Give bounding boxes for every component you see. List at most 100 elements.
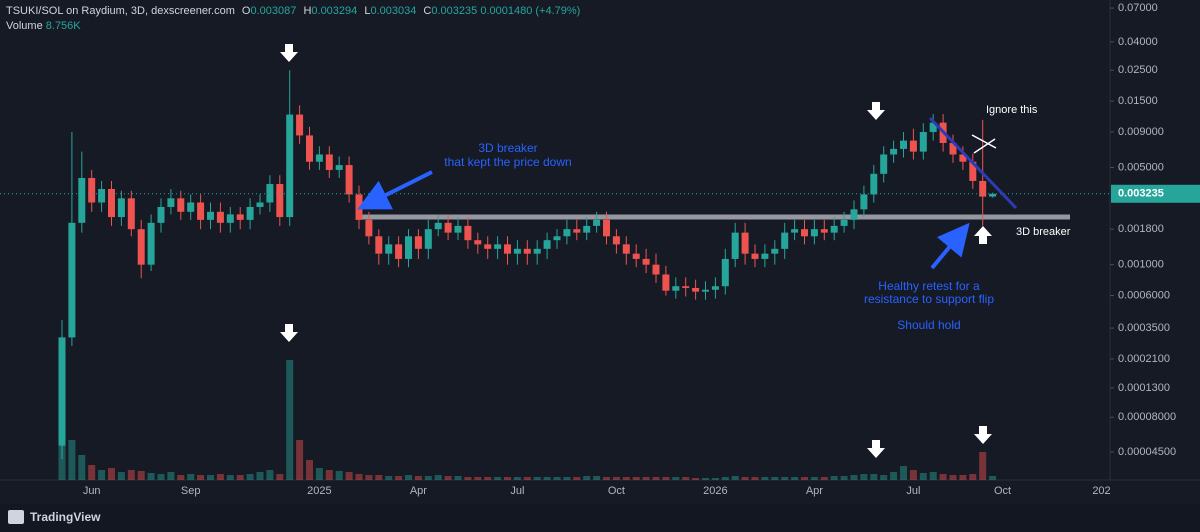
y-tick-label: 0.001800: [1118, 223, 1164, 235]
x-tick-label: 202: [1092, 485, 1110, 497]
volume-bar: [88, 465, 96, 480]
candle-body: [325, 154, 333, 170]
volume-bar: [553, 477, 561, 480]
volume-bar: [306, 460, 313, 480]
y-tick-label: 0.005000: [1118, 161, 1164, 173]
candle-body: [791, 229, 799, 233]
candle-body: [840, 219, 848, 226]
candle-body: [504, 244, 511, 254]
candle-body: [751, 253, 759, 259]
x-tick-label: Apr: [410, 485, 427, 497]
candle-body: [405, 236, 412, 259]
volume-bar: [583, 476, 591, 480]
candle-body: [147, 222, 155, 265]
candle-body: [236, 214, 244, 220]
candle-body: [375, 236, 383, 254]
candle-body: [58, 337, 66, 446]
ohlc-key: O: [241, 5, 251, 17]
volume-bar: [187, 474, 195, 480]
volume-bar: [652, 477, 660, 480]
volume-bar: [860, 474, 868, 480]
volume-bar: [731, 476, 739, 480]
volume-bar: [276, 474, 284, 480]
candle-body: [593, 219, 601, 226]
volume-bar: [236, 475, 244, 480]
x-tick-label: Sep: [181, 485, 201, 497]
x-tick-label: Oct: [608, 485, 625, 497]
candle-body: [781, 232, 789, 249]
volume-bar: [781, 477, 789, 480]
candle-body: [692, 287, 700, 292]
volume-bar: [632, 477, 640, 480]
candle-body: [108, 189, 115, 218]
annotation: 3D breaker: [1016, 226, 1071, 238]
y-tick-label: 0.0002100: [1118, 353, 1170, 365]
candle-body: [68, 222, 76, 338]
volume-bar: [573, 477, 581, 480]
volume-bar: [533, 477, 541, 480]
candle-body: [395, 244, 403, 259]
candle-body: [741, 232, 749, 254]
candle-body: [820, 229, 828, 233]
candle-body: [850, 209, 858, 220]
candle-body: [702, 289, 709, 292]
volume-label: Volume: [6, 20, 43, 32]
arrows: [280, 44, 992, 458]
volume-bar: [939, 474, 947, 480]
candle-body: [880, 154, 888, 174]
legend: TSUKI/SOL on Raydium, 3D, dexscreener.co…: [6, 4, 580, 34]
volume-bar: [484, 477, 492, 480]
candle-body: [494, 244, 502, 249]
last-price-tag: [1111, 184, 1200, 203]
x-tick-label: Jun: [83, 485, 101, 497]
candle-body: [306, 135, 313, 162]
candle-body: [810, 229, 818, 237]
down-arrow: [280, 44, 298, 62]
candle-body: [860, 194, 868, 210]
down-arrow: [280, 324, 298, 342]
cross-mark: [971, 134, 997, 154]
volume-bar: [315, 468, 323, 480]
volume-bar: [444, 476, 452, 480]
volume-bar: [801, 477, 808, 480]
y-tick-label: 0.07000: [1118, 2, 1158, 14]
candle-body: [919, 131, 927, 152]
volume-bar: [434, 475, 442, 480]
volume-bar: [969, 474, 977, 480]
volume-bar: [830, 476, 838, 480]
volume-bar: [702, 478, 709, 480]
volume-bar: [504, 477, 511, 480]
volume-bar: [563, 477, 571, 480]
volume-bar: [682, 477, 690, 480]
trend-line: [928, 116, 1018, 210]
volume-bar: [167, 472, 175, 480]
candle-body: [454, 225, 462, 233]
candle-body: [949, 142, 957, 155]
candle-body: [385, 244, 393, 254]
ohlc-value: 0.003235: [431, 5, 478, 17]
candle-body: [642, 258, 650, 265]
volume-bar: [880, 475, 888, 480]
candle-body: [177, 198, 185, 212]
candle-body: [296, 114, 304, 136]
annotation: Ignore this: [986, 104, 1038, 116]
candle-body: [207, 211, 214, 220]
volume-bar: [345, 472, 353, 480]
candle-body: [583, 225, 591, 233]
volume-bar: [296, 440, 304, 480]
volume-bar: [68, 440, 76, 480]
volume-bar: [979, 452, 987, 480]
volume-bar: [919, 473, 927, 480]
volume-bar: [157, 474, 165, 480]
volume-bar: [949, 475, 957, 480]
candle-body: [286, 114, 294, 218]
x-tick-label: 2026: [703, 485, 727, 497]
down-arrow: [974, 426, 992, 444]
brand-logo: [8, 510, 24, 524]
volume-bar: [414, 476, 422, 480]
volume-bar: [207, 475, 214, 480]
change: 0.0001480 (+4.79%): [480, 5, 581, 17]
candle-body: [870, 173, 878, 195]
candle-body: [78, 177, 86, 223]
candle-body: [157, 206, 165, 223]
